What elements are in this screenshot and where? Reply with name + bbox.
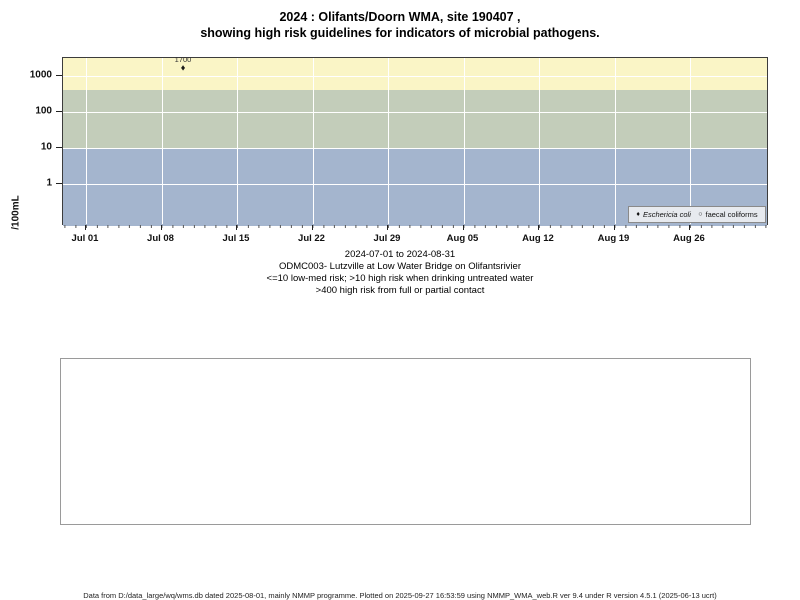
y-tick-label-100: 100 — [35, 105, 52, 117]
gridline-x-jul15 — [237, 58, 238, 224]
x-tick-aug26 — [689, 225, 690, 230]
gridline-x-aug19 — [614, 58, 616, 224]
legend: ♦ Eschericia coli ○ faecal coliforms — [628, 206, 766, 223]
risk-band-high-contact — [63, 58, 767, 90]
x-tick-jul01 — [85, 225, 86, 230]
y-tick-1000 — [56, 75, 62, 76]
gridline-y-10 — [63, 148, 767, 149]
filled-diamond-icon: ♦ — [636, 211, 640, 218]
y-axis-title: /100mL — [10, 195, 22, 230]
ecoli-data-point-icon: ♦ — [180, 62, 186, 73]
x-tick-label-aug05: Aug 05 — [446, 233, 479, 244]
x-axis-daily-minor-ticks — [63, 225, 767, 228]
risk-band-high-drinking — [63, 90, 767, 148]
plot-area: 1700 ♦ ♦ Eschericia coli ○ faecal colifo… — [62, 55, 768, 226]
legend-label-faecal-coliforms: faecal coliforms — [705, 210, 758, 219]
x-tick-aug05 — [462, 225, 464, 230]
x-tick-label-aug26: Aug 26 — [673, 233, 705, 244]
x-axis: Jul 01 Jul 08 Jul 15 Jul 22 Jul 29 Aug 0… — [62, 225, 768, 249]
x-tick-jul08 — [160, 225, 162, 230]
chart-title: 2024 : Olifants/Doorn WMA, site 190407 ,… — [0, 9, 800, 41]
caption-site-name: ODMC003- Lutzville at Low Water Bridge o… — [279, 261, 521, 272]
x-tick-aug19 — [613, 225, 615, 230]
x-tick-aug12 — [538, 225, 539, 230]
caption-date-range: 2024-07-01 to 2024-08-31 — [344, 249, 456, 260]
gridline-x-jul08 — [161, 58, 163, 224]
caption-risk-note-drinking: <=10 low-med risk; >10 high risk when dr… — [266, 273, 534, 284]
y-tick-10 — [56, 147, 62, 148]
gridline-x-aug05 — [463, 58, 465, 224]
x-tick-label-jul22: Jul 22 — [298, 233, 325, 244]
legend-label-ecoli: Eschericia coli — [642, 210, 691, 219]
footer: Data from D:/data_large/wq/wms.db dated … — [0, 585, 800, 600]
data-point-value-label: 1700 — [174, 55, 192, 64]
gridline-x-jul01 — [86, 58, 87, 224]
footer-provenance-text: Data from D:/data_large/wq/wms.db dated … — [83, 591, 717, 600]
chart-caption: 2024-07-01 to 2024-08-31 ODMC003- Lutzvi… — [0, 249, 800, 297]
x-tick-label-jul01: Jul 01 — [71, 233, 99, 244]
gridline-y-1 — [63, 184, 767, 185]
y-tick-label-10: 10 — [40, 141, 52, 153]
x-tick-jul22 — [311, 225, 313, 230]
x-tick-label-jul15: Jul 15 — [222, 233, 250, 244]
x-tick-jul15 — [236, 225, 237, 230]
chart-title-line-1: 2024 : Olifants/Doorn WMA, site 190407 , — [279, 10, 521, 24]
gridline-y-100 — [63, 112, 767, 113]
caption-risk-note-contact: >400 high risk from full or partial cont… — [315, 285, 485, 296]
chart-title-line-2: showing high risk guidelines for indicat… — [200, 26, 600, 40]
legend-item-faecal-coliforms: ○ faecal coliforms — [698, 210, 757, 219]
y-tick-100 — [56, 111, 62, 112]
gridline-x-aug12 — [539, 58, 540, 224]
empty-plot-panel — [60, 358, 751, 525]
y-tick-1 — [56, 183, 62, 184]
gridline-x-jul29 — [388, 58, 389, 224]
x-tick-label-aug12: Aug 12 — [522, 233, 554, 244]
open-circle-icon: ○ — [698, 211, 703, 218]
gridline-x-aug26 — [690, 58, 691, 224]
gridline-y-1000 — [63, 76, 767, 77]
y-tick-label-1: 1 — [46, 177, 52, 189]
x-tick-label-aug19: Aug 19 — [597, 233, 630, 244]
x-tick-label-jul29: Jul 29 — [373, 233, 401, 244]
y-tick-label-1000: 1000 — [29, 69, 52, 81]
legend-item-ecoli: ♦ Eschericia coli — [636, 210, 691, 219]
gridline-x-jul22 — [312, 58, 314, 224]
x-tick-jul29 — [387, 225, 388, 230]
y-axis: 1000 100 10 1 /100mL — [0, 57, 62, 230]
x-tick-label-jul08: Jul 08 — [147, 233, 174, 244]
